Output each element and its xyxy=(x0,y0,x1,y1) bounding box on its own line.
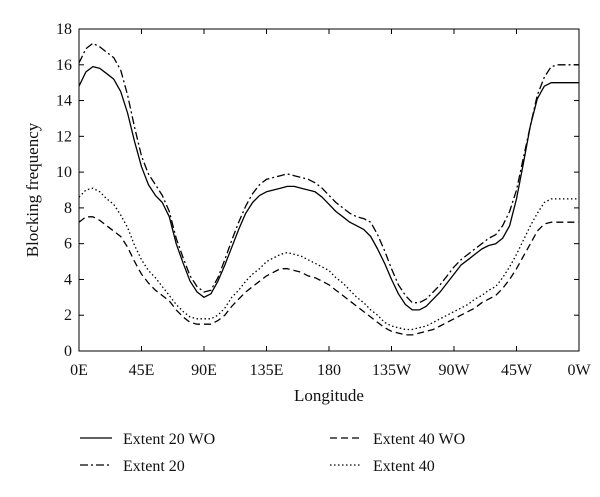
plot-frame xyxy=(78,28,580,352)
series-line-4 xyxy=(78,187,579,331)
x-tick-label: 90E xyxy=(191,362,217,379)
y-tick-label: 4 xyxy=(64,271,72,288)
plot-lines xyxy=(78,42,579,336)
x-tick-label: 0W xyxy=(567,362,591,379)
x-axis-ticks: 0E 45E 90E 135E 180 135W 90W 45W 0W xyxy=(70,29,591,379)
y-axis-ticks: 0 2 4 6 8 10 12 14 16 18 xyxy=(56,21,579,360)
y-tick-label: 18 xyxy=(56,21,72,38)
y-axis-label: Blocking frequency xyxy=(23,122,42,257)
y-tick-label: 16 xyxy=(56,57,72,74)
x-tick-label: 45E xyxy=(129,362,155,379)
y-tick-label: 6 xyxy=(64,236,72,253)
x-tick-label: 0E xyxy=(70,362,88,379)
x-tick-label: 180 xyxy=(317,362,341,379)
x-tick-label: 135W xyxy=(372,362,412,379)
x-tick-label: 90W xyxy=(438,362,470,379)
series-line-2 xyxy=(78,42,579,304)
legend-label: Extent 20 xyxy=(123,458,185,475)
y-tick-label: 0 xyxy=(64,343,72,360)
x-tick-label: 45W xyxy=(501,362,533,379)
y-tick-label: 8 xyxy=(64,200,72,217)
legend: Extent 20 WO Extent 20 Extent 40 WO Extent … xyxy=(80,431,465,475)
y-tick-label: 10 xyxy=(56,164,72,181)
y-tick-label: 14 xyxy=(56,93,72,110)
legend-label: Extent 40 WO xyxy=(373,431,465,448)
series-line-1 xyxy=(78,65,579,311)
series-line-3 xyxy=(78,216,579,336)
y-tick-label: 12 xyxy=(56,128,72,145)
legend-label: Extent 40 xyxy=(373,458,435,475)
y-tick-label: 2 xyxy=(64,307,72,324)
x-axis-label: Longitude xyxy=(294,386,364,405)
legend-label: Extent 20 WO xyxy=(123,431,215,448)
x-tick-label: 135E xyxy=(250,362,284,379)
